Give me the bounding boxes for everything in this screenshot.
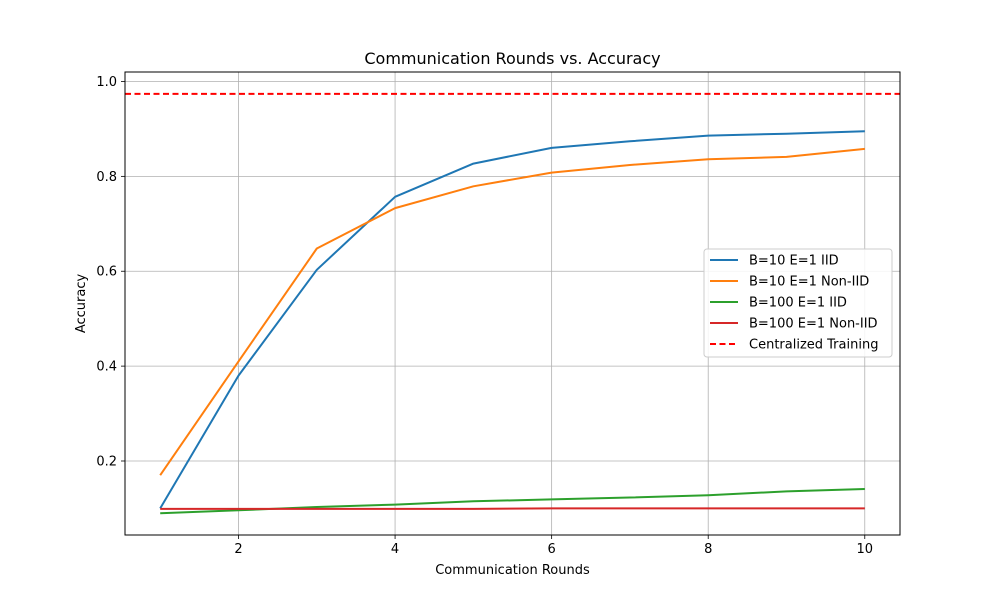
- y-axis-label: Accuracy: [74, 274, 89, 334]
- x-tick-label: 10: [856, 542, 873, 557]
- y-tick-label: 0.2: [96, 454, 117, 469]
- legend-label: B=10 E=1 Non-IID: [749, 275, 869, 290]
- y-tick-label: 0.4: [96, 360, 117, 375]
- legend-label: B=100 E=1 IID: [749, 296, 847, 311]
- series-line: [159, 147, 865, 476]
- legend: B=10 E=1 IID B=10 E=1 Non-IID B=100 E=1 II…: [703, 248, 893, 358]
- y-tick-label: 0.8: [96, 170, 117, 185]
- axis-ticks: 2 4 6 8 10 0.2 0.4 0.6 0.8 1.0: [96, 75, 873, 557]
- series-lines: [125, 92, 900, 515]
- plot-frame: [124, 71, 901, 536]
- series-line: [159, 130, 865, 509]
- chart-title: Communication Rounds vs. Accuracy: [364, 49, 660, 68]
- legend-box: [703, 248, 893, 358]
- x-axis-label: Communication Rounds: [435, 563, 590, 578]
- legend-label: B=100 E=1 Non-IID: [749, 317, 878, 332]
- x-tick-label: 2: [234, 542, 242, 557]
- y-tick-label: 0.6: [96, 265, 117, 280]
- x-tick-label: 8: [704, 542, 712, 557]
- x-tick-label: 4: [391, 542, 399, 557]
- legend-label: Centralized Training: [749, 338, 878, 353]
- x-tick-label: 6: [548, 542, 556, 557]
- y-tick-label: 1.0: [96, 75, 117, 90]
- legend-label: B=10 E=1 IID: [749, 254, 839, 269]
- series-line: [160, 507, 865, 510]
